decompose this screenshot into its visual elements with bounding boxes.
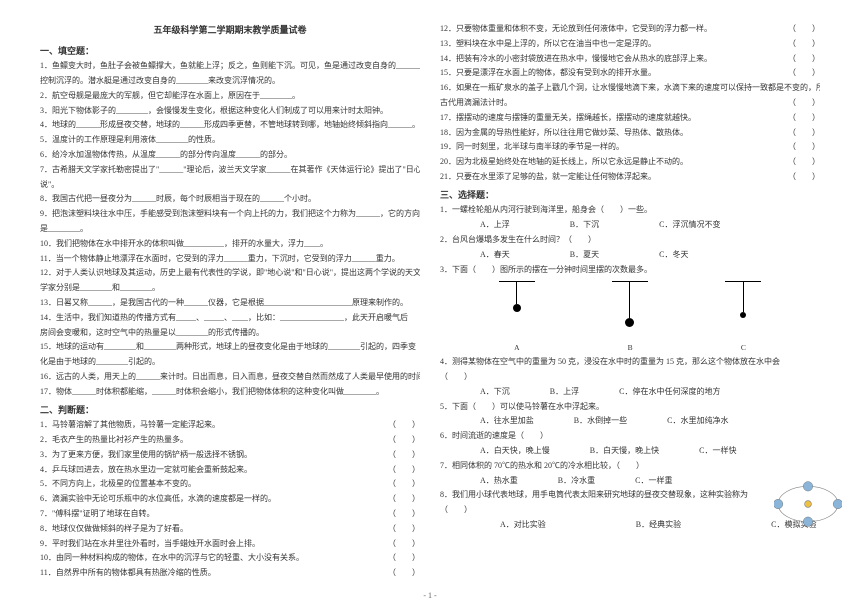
fill-item: 7．古希腊天文学家托勒密提出了"______"理论后，波兰天文学家______在… [40, 163, 420, 178]
left-column: 五年级科学第二学期期末教学质量试卷 一、填空题： 1．鱼鳔变大时，鱼肚子会被鱼鳔… [30, 22, 430, 596]
fill-item: 化是由于地球的________引起的。 [40, 355, 420, 370]
paren: （ ） [388, 537, 420, 552]
exam-title: 五年级科学第二学期期末教学质量试卷 [40, 22, 420, 39]
select-item: 1．一螺栓轮船从内河行驶到海洋里，船身会（ ）一些。 [440, 203, 820, 218]
select-item: 3．下面（ ）图所示的摆在一分钟时间里摆的次数最多。 [440, 263, 820, 278]
judge-item: 15．只要是漂浮在水面上的物体，都没有受到水的排开水量。（ ） [440, 66, 820, 81]
judge-item: 3．为了更来方便，我们家里使用的锅铲柄一般选择不锈钢。（ ） [40, 448, 420, 463]
pendulum-figure [440, 277, 820, 341]
fill-item: 4．地球的______形成昼夜交替，地球的______形成四季更替，不管地球转到… [40, 118, 420, 133]
judge-item: 10．由同一种材料构成的物体，在水中的沉浮与它的轻重、大小没有关系。（ ） [40, 551, 420, 566]
section-fill: 一、填空题： [40, 43, 420, 60]
judge-item: 古代用滴漏法计时。（ ） [440, 96, 820, 111]
right-column: 12．只要物体重量和体积不变，无论放到任何液体中，它受到的浮力都一样。（ ） 1… [430, 22, 830, 596]
page-number: - 1 - [0, 589, 860, 604]
paren: （ ） [388, 463, 420, 478]
section-judge: 二、判断题： [40, 402, 420, 419]
judge-item: 9．平时我们站在水井里往外看时，当手蜡烛开水面时会上排。（ ） [40, 537, 420, 552]
select-item: （ ） [440, 370, 820, 385]
judge-item: 11．自然界中所有的物体都具有热胀冷缩的性质。（ ） [40, 566, 420, 581]
select-options: A．下沉 B．上浮 C．停在水中任何深度的地方 [440, 385, 820, 400]
paren: （ ） [788, 140, 820, 155]
select-options: A．热水重 B．冷水重 C．一样重 [440, 474, 820, 489]
fill-item: 2．航空母舰是最庞大的军舰，但它却能浮在水面上，原因在于________。 [40, 89, 420, 104]
paren: （ ） [388, 566, 420, 581]
judge-item: 12．只要物体重量和体积不变，无论放到任何液体中，它受到的浮力都一样。（ ） [440, 22, 820, 37]
judge-item: 18．因为金属的导热性能好，所以往往用它做炒菜、导热体、散热体。（ ） [440, 126, 820, 141]
fill-item: 9．把泡沫塑料块往水中压，手能感受到泡沫塑料块有一个向上托的力，我们把这个力称为… [40, 207, 420, 222]
fill-item: 是________。 [40, 222, 420, 237]
paren: （ ） [388, 477, 420, 492]
judge-item: 8．地球仪仅做做倾斜的样子是为了好看。（ ） [40, 522, 420, 537]
paren: （ ） [388, 433, 420, 448]
fill-item: 控制沉浮的。潜水艇是通过改变自身的________来改变沉浮情况的。 [40, 74, 420, 89]
judge-item: 1．马铃薯溶解了其他物质，马铃薯一定能浮起来。（ ） [40, 418, 420, 433]
judge-item: 16．如果在一瓶矿泉水的盖子上戳几个洞，让水慢慢地滴下来，水滴下来的速度可以保持… [440, 81, 820, 96]
paren: （ ） [388, 507, 420, 522]
paren: （ ） [388, 522, 420, 537]
fill-item: 14．生活中，我们知道热的传播方式有_____、_____、____，比如：__… [40, 311, 420, 326]
judge-item: 4．乒乓球凹进去，放在热水里边一定就可能会重新鼓起来。（ ） [40, 463, 420, 478]
judge-item: 2．毛衣产生的热量比衬衫产生的热量多。（ ） [40, 433, 420, 448]
fill-item: 房间会变暖和，这时空气中的热量是以________的形式传播的。 [40, 326, 420, 341]
judge-item: 20．因为北极星始终处在地轴的延长线上，所以它永远是静止不动的。（ ） [440, 155, 820, 170]
select-item: 8．我们用小球代表地球，用手电筒代表太阳来研究地球的昼夜交替现象，这种实验称为 [440, 488, 820, 503]
judge-item: 6．滴漏实验中无论可乐瓶中的水位高低，水滴的速度都是一样的。（ ） [40, 492, 420, 507]
paren: （ ） [788, 170, 820, 185]
select-options: A．白天快，晚上慢 B．白天慢，晚上快 C．一样快 [440, 444, 820, 459]
fill-item: 说"。 [40, 178, 420, 193]
select-options: A．春天 B．夏天 C．冬天 [440, 248, 820, 263]
select-item: 6．时间流逝的速度是（ ） [440, 429, 820, 444]
judge-item: 17．摆摆动的速度与摆锤的重量无关，摆绳越长，摆摆动的速度就越快。（ ） [440, 111, 820, 126]
fill-item: 12．对于人类认识地球及其运动，历史上最有代表性的学说，即"地心说"和"日心说"… [40, 266, 420, 281]
pendulum-labels: A B C [440, 341, 820, 355]
section-select: 三、选择题： [440, 187, 820, 204]
select-options: A．上浮 B．下沉 C．浮沉情况不变 [440, 218, 820, 233]
fill-item: 11．当一个物体静止地漂浮在水面时，它受到的浮力______重力，下沉时，它受到… [40, 252, 420, 267]
paren: （ ） [788, 22, 820, 37]
fill-item: 10．我们把物体在水中排开水的体积叫做__________，排开的水量大，浮力_… [40, 237, 420, 252]
fill-item: 17．物体______时体积都能缩，______时体积会缩小，我们把物体体积的这… [40, 385, 420, 400]
fill-item: 13．日晷又称______，是我国古代的一种______仪器，它是根据_____… [40, 296, 420, 311]
fill-item: 16．远古的人类，用天上的______来计时。日出而息，日入而息，昼夜交替自然而… [40, 370, 420, 385]
judge-item: 14．把装有冷水的小密封袋放进在热水中，慢慢地它会从热水的底部浮上来。（ ） [440, 52, 820, 67]
select-item: 2．台风台爆塌多发生在什么时间？（ ） [440, 233, 820, 248]
select-item: 7．相同体积的 70℃的热水和 20℃的冷水相比较，（ ） [440, 459, 820, 474]
earth-orbit-icon [774, 470, 842, 538]
paren: （ ） [788, 52, 820, 67]
paren: （ ） [388, 551, 420, 566]
paren: （ ） [388, 492, 420, 507]
paren: （ ） [788, 66, 820, 81]
paren: （ ） [788, 37, 820, 52]
fill-item: 学家分别是________和________。 [40, 281, 420, 296]
select-item: 5．下面（ ）可以使马铃薯在水中浮起来。 [440, 400, 820, 415]
select-options: A．往水里加盐 B．水倒掉一些 C．水里加纯净水 [440, 414, 820, 429]
select-item: 4．测得某物体在空气中的重量为 50 克，浸没在水中时的重量为 15 克，那么这… [440, 355, 820, 370]
judge-item: 5．不同方向上，北极星的位置基本不变的。（ ） [40, 477, 420, 492]
paren: （ ） [788, 126, 820, 141]
judge-item: 21．只要在水里添了足够的盐，就一定能让任何物体浮起来。（ ） [440, 170, 820, 185]
paren: （ ） [388, 448, 420, 463]
select-item: （ ） [440, 503, 820, 518]
judge-item: 7．"傅科摆"证明了地球在自转。（ ） [40, 507, 420, 522]
judge-item: 19．同一时刻里，北半球与南半球的季节是一样的。（ ） [440, 140, 820, 155]
fill-item: 5．温度计的工作原理是利用液体________的性质。 [40, 133, 420, 148]
fill-item: 15．地球的运动有________和________两种形式，地球上的昼夜变化是… [40, 340, 420, 355]
fill-item: 6．给冷水加温物体传热，从温度______的部分传向温度______的部分。 [40, 148, 420, 163]
judge-item: 13．塑料块在水中是上浮的，所以它在油当中也一定是浮的。（ ） [440, 37, 820, 52]
paren: （ ） [788, 111, 820, 126]
select-options: A．对比实验 B．经典实验 C．模拟实验 [440, 518, 820, 533]
fill-item: 3．阳光下物体影子的________，会慢慢发生变化，根据这种变化人们制成了可以… [40, 104, 420, 119]
fill-item: 1．鱼鳔变大时，鱼肚子会被鱼鳔撑大，鱼就能上浮；反之，鱼则能下沉。可见，鱼是通过… [40, 59, 420, 74]
paren: （ ） [788, 155, 820, 170]
paren: （ ） [388, 418, 420, 433]
paren: （ ） [788, 96, 820, 111]
fill-item: 8．我国古代把一昼夜分为______时辰，每个时辰相当于现在的______个小时… [40, 192, 420, 207]
